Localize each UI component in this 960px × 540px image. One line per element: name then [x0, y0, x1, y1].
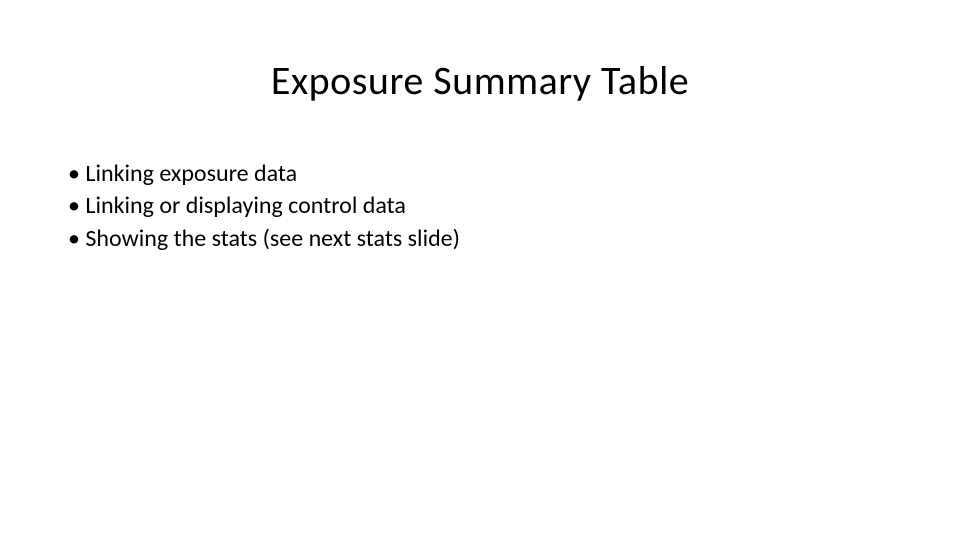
bullet-list: Linking exposure data Linking or display… — [68, 158, 460, 255]
bullet-item: Showing the stats (see next stats slide) — [68, 223, 460, 255]
bullet-item: Linking or displaying control data — [68, 190, 460, 222]
slide-title: Exposure Summary Table — [0, 56, 960, 105]
bullet-item: Linking exposure data — [68, 158, 460, 190]
